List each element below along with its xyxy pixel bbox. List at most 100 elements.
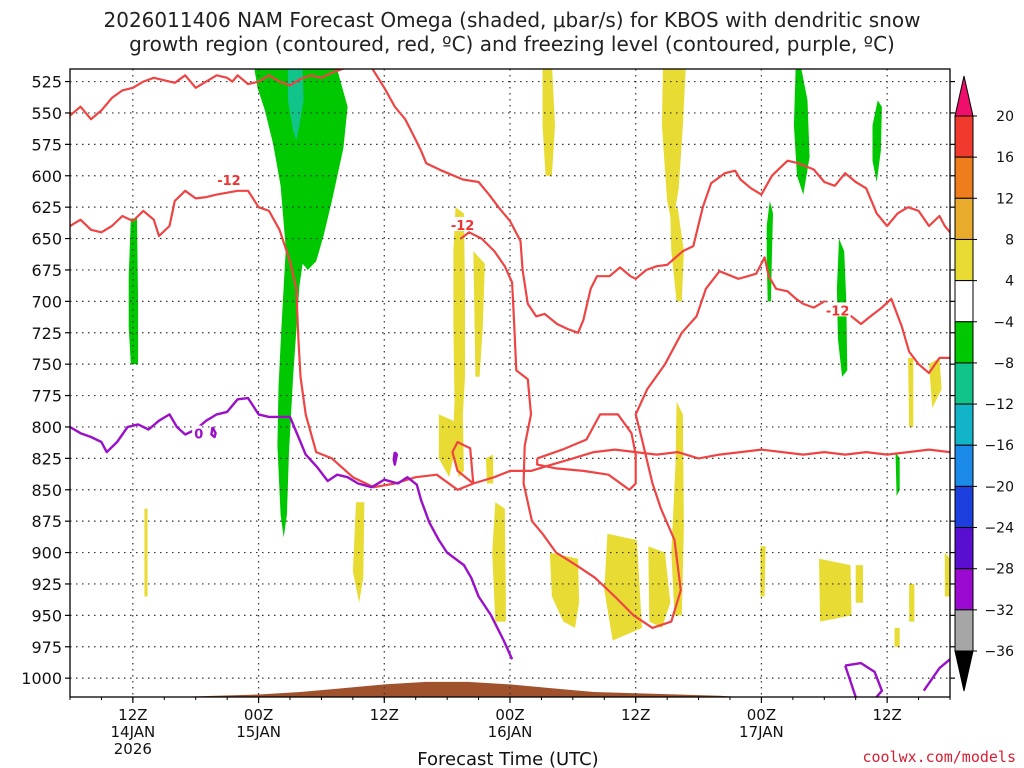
y-tick-label-6: 675 [31,261,62,280]
freezing-contour-4 [922,658,950,692]
omega-positive-region-5 [438,414,455,478]
contour-label-bg-1 [448,217,476,231]
chart-title-line-2: growth region (contoured, red, ºC) and f… [129,32,895,56]
y-tick-label-2: 575 [31,135,62,154]
credit-text: coolwx.com/models [862,748,1016,766]
y-tick-label-14: 875 [31,512,62,531]
plot-area: -12 -12 -12 0 [70,69,950,697]
colorbar-label-5: −4 [993,315,1014,331]
y-tick-label-12: 825 [31,449,62,468]
x-tick-label-2-0: 12Z [370,706,399,724]
colorbar-top-arrow [954,75,974,117]
y-tick-label-4: 625 [31,198,62,217]
colorbar-band-0 [954,115,974,158]
y-tick-label-18: 975 [31,638,62,657]
y-tick-label-17: 950 [31,606,62,625]
freezing-contour-2 [392,451,399,466]
colorbar-band-11 [954,568,974,611]
omega-region-1 [287,69,304,141]
omega-positive-region-12 [648,546,671,628]
omega-positive-region-4 [473,251,485,377]
colorbar-band-2 [954,197,974,240]
y-tick-label-5: 650 [31,230,62,249]
colorbar-band-8 [954,444,974,487]
omega-positive-region-0 [542,69,555,176]
omega-positive-region-17 [894,627,900,647]
x-tick-label-3-0: 00Z [495,706,524,724]
axes: 525 550 575 600 625 650 675 700 725 750 775 800 825 8… [21,68,955,758]
y-tick-label-1: 550 [31,104,62,123]
x-tick-label-5-0: 00Z [747,706,776,724]
contour-label-bg-2 [823,302,851,317]
colorbar-band-9 [954,485,974,529]
x-tick-label-0-2: 2026 [114,740,152,758]
freezing-contour-3 [844,661,884,697]
y-tick-label-8: 725 [31,324,62,343]
chart-title: 2026011406 NAM Forecast Omega (shaded, μ… [0,8,1024,56]
freezing-contour-1 [210,426,217,439]
freezing-contour-0 [70,396,514,660]
omega-positive-region-7 [492,502,506,622]
omega-positive-region-16 [855,565,863,603]
colorbar-band-12 [954,609,974,652]
omega-positive-region-15 [819,558,852,622]
y-tick-label-16: 925 [31,575,62,594]
omega-positive-region-1 [661,69,686,226]
colorbar-label-9: −20 [984,479,1014,495]
omega-positive-region-2 [670,207,684,302]
colorbar-label-11: −28 [984,562,1014,578]
x-tick-label-4-0: 12Z [621,706,650,724]
terrain-fill [132,681,741,697]
colorbar-band-6 [954,362,974,405]
omega-region-7 [895,452,900,496]
colorbar-label-10: −24 [984,521,1014,537]
x-tick-label-3-1: 16JAN [488,723,533,741]
y-tick-label-9: 750 [31,355,62,374]
colorbar-label-0: 20 [996,109,1014,125]
colorbar-band-4 [954,280,974,323]
y-tick-label-7: 700 [31,292,62,311]
x-tick-label-6-0: 12Z [872,706,901,724]
colorbar-bottom-arrow [954,650,974,692]
plot-background [70,69,950,697]
dgz-contour-3 [460,231,950,630]
contour-label-2: -12 [826,304,850,319]
contour-label-1: -12 [451,219,475,234]
omega-positive-region-20 [929,357,942,409]
x-tick-label-0-0: 12Z [118,706,147,724]
dgz-contour-1 [70,189,950,491]
y-tick-label-0: 525 [31,73,62,92]
omega-positive-region-14 [760,546,766,597]
chart-title-line-1: 2026011406 NAM Forecast Omega (shaded, μ… [103,8,921,32]
y-tick-label-11: 800 [31,418,62,437]
omega-positive-region-13 [671,401,684,616]
colorbar-label-2: 12 [996,191,1014,207]
omega-positive-region-6 [485,454,494,484]
colorbar-label-12: −32 [984,603,1014,619]
colorbar-label-3: 8 [1005,232,1014,248]
dgz-contour-4 [536,413,637,491]
colorbar-band-3 [954,238,974,282]
omega-region-0 [254,69,348,538]
omega-positive-region-10 [549,552,580,628]
colorbar-label-8: −16 [984,438,1014,454]
colorbar-label-7: −12 [984,397,1014,413]
omega-positive-region-9 [144,508,148,597]
y-tick-label-19: 1000 [21,669,62,688]
y-tick-label-10: 775 [31,387,62,406]
y-tick-label-13: 850 [31,481,62,500]
colorbar-label-4: 4 [1005,274,1014,290]
omega-region-4 [872,100,882,182]
y-tick-label-3: 600 [31,167,62,186]
colorbar-label-6: −8 [993,356,1014,372]
dgz-contour-0 [70,69,346,121]
omega-positive-region-3 [452,207,465,478]
y-tick-label-15: 900 [31,544,62,563]
x-tick-label-5-1: 17JAN [739,723,784,741]
colorbar-band-1 [954,156,974,199]
contour-label-bg-0 [215,171,243,186]
omega-positive-region-19 [908,357,914,427]
x-axis-title: Forecast Time (UTC) [417,749,598,768]
colorbar-band-7 [954,403,974,446]
